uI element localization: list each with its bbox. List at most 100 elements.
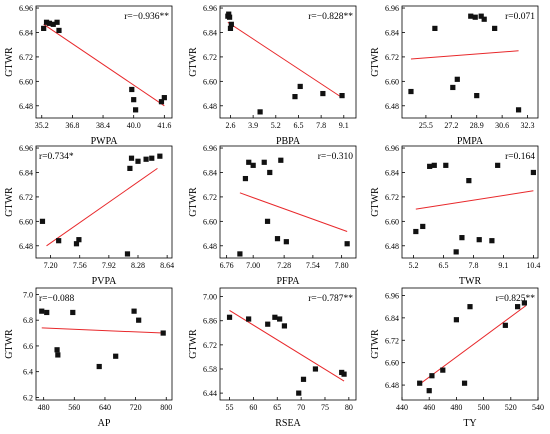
data-point <box>143 156 149 162</box>
x-tick-label: 6.76 <box>220 261 234 270</box>
data-point <box>261 159 267 165</box>
plot-frame <box>401 145 539 259</box>
scatter-panel-pbpa: 2.6 3.9 5.2 6.5 7.8 9.1 6.48 6.60 6.72 6.84 6.96 PB… <box>188 4 357 147</box>
y-axis-title: GTWR <box>4 187 15 217</box>
correlation-label: r=−0.088 <box>39 294 75 304</box>
y-tick-label: 6.48 <box>203 242 217 251</box>
x-axis-title: TY <box>463 418 476 429</box>
x-axis-title: PMPA <box>457 136 484 147</box>
data-point <box>70 309 76 316</box>
correlation-label: r=0.164 <box>505 152 535 162</box>
data-point <box>161 95 167 101</box>
data-point <box>417 380 423 386</box>
data-point <box>312 366 319 372</box>
x-tick-label: 720 <box>130 403 142 412</box>
x-tick-label: 7.56 <box>73 261 87 270</box>
x-tick-label: 800 <box>160 403 172 412</box>
data-point <box>50 21 56 27</box>
y-tick-label: 6.72 <box>385 53 399 62</box>
data-point <box>300 376 307 382</box>
data-point <box>227 25 234 31</box>
y-tick-label: 6.44 <box>203 389 217 398</box>
x-tick-label: 7.20 <box>44 261 58 270</box>
data-point <box>128 155 135 161</box>
x-tick-label: 8.28 <box>131 261 145 270</box>
data-point <box>228 21 234 27</box>
data-point <box>257 109 263 115</box>
x-tick-label: 80 <box>345 403 353 412</box>
data-point <box>41 25 47 31</box>
x-tick-label: 7.54 <box>306 261 320 270</box>
x-tick-label: 9.1 <box>339 121 349 130</box>
data-point <box>431 162 437 168</box>
y-tick-label: 6.48 <box>203 102 217 111</box>
data-point <box>341 371 347 377</box>
data-point <box>459 235 465 241</box>
data-point <box>96 363 102 370</box>
y-tick-label: 6.72 <box>19 53 33 62</box>
data-point <box>127 165 133 171</box>
data-point <box>450 84 456 91</box>
plot-frame <box>401 5 539 119</box>
scatter-panel-pwpa: 35.2 36.8 38.4 40.0 41.6 6.48 6.60 6.72 6.84 6.96… <box>4 4 173 147</box>
x-tick-label: 75 <box>321 403 329 412</box>
data-point <box>226 314 233 320</box>
x-axis-title: RSEA <box>275 418 301 429</box>
x-tick-label: 6.5 <box>438 261 448 270</box>
data-point <box>476 237 482 243</box>
data-point <box>292 94 298 100</box>
data-point <box>46 20 53 26</box>
data-point <box>133 107 139 113</box>
data-point <box>467 304 473 310</box>
data-point <box>472 14 478 20</box>
scatter-panel-pmpa: 25.5 27.2 28.9 30.6 32.3 6.48 6.60 6.72 6.84 6.96… <box>370 4 539 147</box>
data-point <box>530 169 536 176</box>
data-point <box>466 178 472 184</box>
fit-line <box>415 190 534 210</box>
plot-frame <box>219 145 357 259</box>
y-tick-label: 6.84 <box>385 168 399 177</box>
data-point <box>453 249 459 255</box>
data-point <box>250 162 256 168</box>
correlation-label: r=0.071 <box>505 12 535 22</box>
x-tick-label: 540 <box>532 403 544 412</box>
data-point <box>113 353 119 359</box>
plot-frame <box>35 5 173 119</box>
data-point <box>492 25 498 31</box>
x-tick-label: 60 <box>249 403 257 412</box>
data-point <box>160 330 166 336</box>
x-tick-label: 9.1 <box>498 261 508 270</box>
data-point <box>237 251 243 257</box>
y-tick-label: 6.96 <box>19 4 33 13</box>
y-tick-label: 6.72 <box>203 341 217 350</box>
plot-frame <box>219 5 357 119</box>
data-point <box>408 88 414 95</box>
data-point <box>242 175 249 182</box>
x-tick-label: 8.64 <box>160 261 174 270</box>
y-tick-label: 6.72 <box>385 336 399 345</box>
y-tick-label: 6.48 <box>19 242 33 251</box>
y-tick-label: 6.84 <box>203 28 217 37</box>
plot-frame <box>35 145 173 259</box>
data-point <box>413 228 419 235</box>
x-tick-label: 5.2 <box>271 121 281 130</box>
x-tick-label: 41.6 <box>157 121 171 130</box>
y-tick-label: 6.60 <box>385 359 399 368</box>
x-tick-label: 7.8 <box>316 121 326 130</box>
data-point <box>283 239 289 245</box>
data-point <box>489 238 495 244</box>
x-tick-label: 2.6 <box>225 121 235 130</box>
correlation-label: r=−0.828** <box>308 12 353 22</box>
scatter-panel-ty: 440 460 480 500 520 540 6.48 6.60 6.72 6.84 6.96 TY… <box>370 287 544 429</box>
y-tick-label: 6.48 <box>385 381 399 390</box>
x-tick-label: 27.2 <box>444 121 458 130</box>
data-point <box>39 218 46 224</box>
data-point <box>136 317 142 323</box>
y-tick-label: 6.8 <box>23 316 33 325</box>
correlation-label: r=−0.310 <box>318 152 354 162</box>
x-tick-label: 30.6 <box>495 121 509 130</box>
data-point <box>432 25 438 31</box>
scatter-panel-ap: 480 560 640 720 800 6.2 6.4 6.6 6.8 7.0 AP GTWR r=−0… <box>4 287 173 429</box>
scatter-panel-rsea: 55 60 65 70 75 80 6.44 6.58 6.72 6.86 7.00 RSEA GTWR… <box>188 287 357 429</box>
plot-frame <box>401 287 539 401</box>
